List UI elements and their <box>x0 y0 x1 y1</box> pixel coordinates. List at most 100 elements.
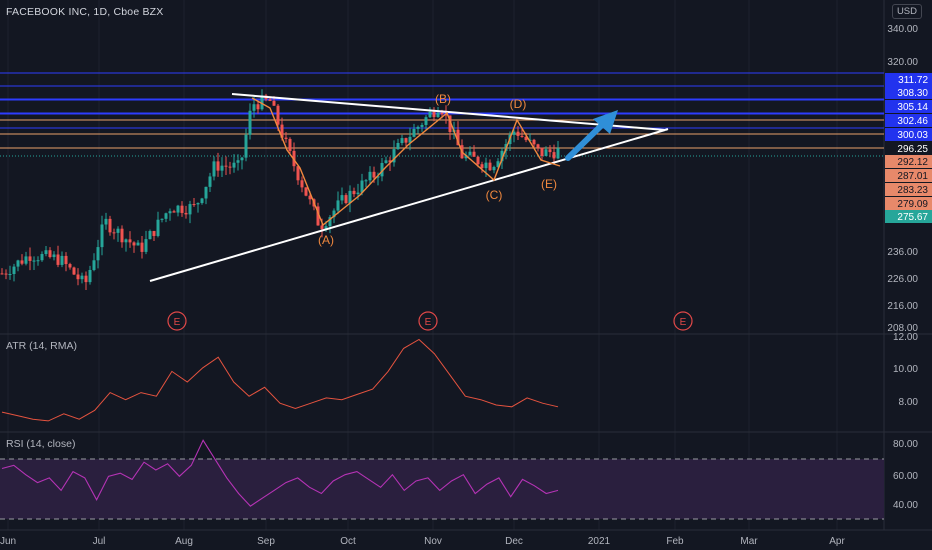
blue-level-tag <box>885 100 932 113</box>
candle-body <box>160 218 164 220</box>
candle-body <box>16 260 20 267</box>
candle-body <box>76 274 80 280</box>
blue-level-tag <box>885 128 932 141</box>
rsi-axis-tick: 40.00 <box>893 500 918 511</box>
price-level-lines <box>0 72 884 157</box>
earnings-markers[interactable]: E E E <box>167 311 693 331</box>
price-tick: 216.00 <box>887 301 918 312</box>
candle-body <box>368 171 372 181</box>
time-tick: Oct <box>340 536 356 547</box>
wave-label-a: (A) <box>318 233 334 247</box>
earnings-marker[interactable]: E <box>167 311 187 331</box>
candle-body <box>304 187 308 196</box>
candle-body <box>144 239 148 252</box>
orange-level-tag-label: 296.25 <box>897 144 928 155</box>
candle-body <box>516 131 520 136</box>
candle-body <box>280 124 284 138</box>
price-tick: 208.00 <box>887 323 918 334</box>
candle-body <box>80 275 84 280</box>
candle-body <box>32 260 36 262</box>
candle-body <box>232 162 236 168</box>
candle-body <box>152 231 156 236</box>
candle-body <box>48 250 52 258</box>
price-tick: 236.00 <box>887 247 918 258</box>
candle-body <box>168 211 172 214</box>
candle-body <box>116 228 120 233</box>
candle-body <box>188 204 192 215</box>
candle-body <box>308 195 312 200</box>
triangle-pattern-drawing[interactable]: (A) (B) (C) (D) (E) <box>149 92 669 282</box>
candle-body <box>548 149 552 153</box>
candle-body <box>272 100 276 106</box>
triangle-upper-trendline[interactable] <box>231 93 666 131</box>
orange-level-tag <box>885 197 932 210</box>
orange-level-tag <box>885 155 932 168</box>
candle-body <box>156 219 160 236</box>
candle-body <box>64 255 68 265</box>
time-tick: Jun <box>0 536 16 547</box>
last-price-tag-label: 275.67 <box>897 212 928 223</box>
atr-axis-tick: 10.00 <box>893 364 918 375</box>
earnings-marker[interactable]: E <box>673 311 693 331</box>
rsi-indicator-label[interactable]: RSI (14, close) <box>6 438 75 450</box>
candle-body <box>388 160 392 163</box>
breakout-arrow-shaft[interactable] <box>565 119 608 161</box>
candle-body <box>252 104 256 111</box>
candle-body <box>52 254 56 258</box>
candle-body <box>376 176 380 178</box>
candle-body <box>24 256 28 264</box>
candle-body <box>436 112 440 117</box>
candle-body <box>136 242 140 246</box>
candle-body <box>484 162 488 169</box>
candle-body <box>344 195 348 204</box>
candle-body <box>324 226 328 230</box>
candle-body <box>140 242 144 252</box>
candle-body <box>428 111 432 118</box>
blue-level-tag-label: 305.14 <box>897 102 928 113</box>
candle-body <box>384 160 388 163</box>
breakout-arrow-head[interactable] <box>593 110 618 134</box>
candle-body <box>440 112 444 115</box>
blue-level-tag-label: 302.46 <box>897 116 928 127</box>
candle-body <box>204 186 208 199</box>
candle-body <box>332 210 336 218</box>
candle-body <box>336 200 340 211</box>
candle-body <box>0 273 4 275</box>
last-price-tag <box>885 210 932 223</box>
rsi-axis-tick: 80.00 <box>893 439 918 450</box>
elliott-wave-path[interactable] <box>251 97 561 227</box>
candle-body <box>420 124 424 127</box>
blue-level-tag <box>885 114 932 127</box>
earnings-marker[interactable]: E <box>418 311 438 331</box>
candle-body <box>532 139 536 145</box>
candle-body <box>496 161 500 167</box>
candle-body <box>20 260 24 264</box>
price-axis[interactable]: 340.00 320.00 236.00 226.00 216.00 208.0… <box>887 24 918 334</box>
time-axis[interactable]: Jun Jul Aug Sep Oct Nov Dec 2021 Feb Mar Apr <box>0 536 845 547</box>
candle-body <box>408 136 412 143</box>
triangle-apex <box>664 128 669 131</box>
candle-body <box>364 180 368 182</box>
price-tick: 320.00 <box>887 57 918 68</box>
atr-indicator-label[interactable]: ATR (14, RMA) <box>6 340 77 352</box>
candle-body <box>360 180 364 193</box>
candle-body <box>412 128 416 137</box>
candle-body <box>468 151 472 155</box>
orange-level-tag-label: 283.23 <box>897 185 928 196</box>
orange-level-tag <box>885 142 932 155</box>
candle-body <box>128 239 132 243</box>
rsi-line <box>1 439 559 507</box>
price-tick: 226.00 <box>887 274 918 285</box>
candle-body <box>148 231 152 240</box>
orange-level-tag-label: 287.01 <box>897 171 928 182</box>
candle-body <box>112 232 116 234</box>
rsi-axis-tick: 60.00 <box>893 471 918 482</box>
symbol-title[interactable]: FACEBOOK INC, 1D, Cboe BZX <box>6 6 164 18</box>
candle-body <box>212 161 216 177</box>
triangle-lower-trendline[interactable] <box>149 129 666 282</box>
currency-button[interactable]: USD <box>891 4 922 19</box>
candle-body <box>356 192 360 195</box>
candle-body <box>256 104 260 110</box>
candle-body <box>296 166 300 181</box>
